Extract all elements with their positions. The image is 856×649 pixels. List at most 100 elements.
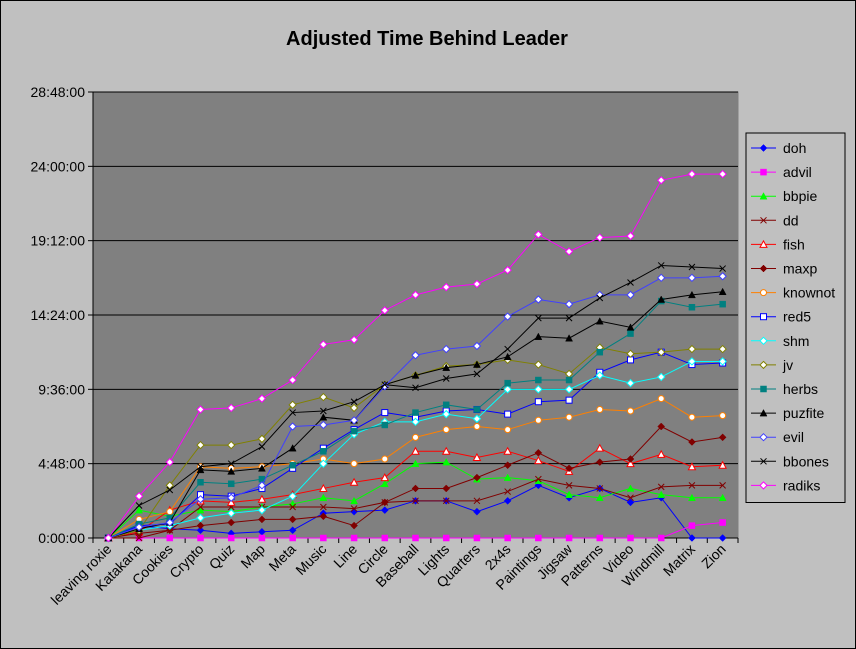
legend-label: knownot [783, 285, 835, 301]
data-point [687, 344, 697, 354]
data-point [227, 493, 236, 502]
data-point [719, 300, 726, 308]
data-point [473, 534, 481, 542]
data-point [718, 357, 727, 366]
legend-marker [759, 192, 768, 200]
data-point [227, 403, 236, 413]
data-point [473, 423, 481, 430]
data-point [381, 409, 389, 417]
data-point [595, 458, 604, 466]
data-point [442, 344, 451, 354]
data-point [411, 290, 420, 300]
legend-label: maxp [783, 261, 817, 277]
data-point [503, 312, 512, 321]
data-point [289, 534, 296, 542]
data-point [350, 521, 358, 530]
legend-marker [760, 289, 767, 297]
series-layer [104, 169, 727, 543]
data-point [349, 335, 359, 344]
data-point [657, 347, 666, 357]
data-point [595, 493, 604, 501]
data-point [565, 314, 573, 322]
data-point [380, 498, 389, 507]
y-tick-label: 4:48:00 [38, 456, 85, 472]
data-point [595, 317, 604, 325]
data-point [626, 484, 635, 492]
data-point [197, 534, 204, 542]
data-point [411, 459, 420, 467]
legend-marker [759, 432, 768, 442]
data-point [718, 169, 727, 179]
data-point [688, 481, 696, 489]
legend-entry: bbones [751, 453, 829, 469]
data-point [442, 484, 451, 493]
data-point [350, 534, 358, 542]
data-point [442, 282, 451, 292]
data-point [719, 265, 726, 272]
data-point [258, 464, 266, 472]
data-point [473, 406, 481, 413]
data-point [718, 272, 727, 281]
legend-marker [760, 385, 767, 393]
legend-label: dd [783, 212, 799, 228]
data-point [289, 409, 296, 416]
data-point [565, 413, 573, 421]
data-point [412, 384, 419, 392]
data-point [165, 526, 174, 535]
legend-label: bbones [783, 453, 829, 469]
data-point [165, 457, 174, 467]
data-point [534, 448, 543, 457]
data-point [503, 473, 512, 481]
data-point [319, 392, 328, 402]
data-point [657, 490, 666, 498]
legend-label: radiks [783, 477, 820, 493]
data-point [319, 493, 328, 501]
y-tick-label: 0:00:00 [38, 530, 85, 546]
data-point [626, 349, 635, 358]
data-point [319, 413, 328, 421]
data-point [472, 452, 482, 461]
data-point [350, 427, 358, 435]
data-point [319, 483, 328, 492]
data-point [504, 410, 512, 418]
legend-label: jv [782, 357, 793, 373]
data-point [442, 534, 450, 542]
data-point [196, 521, 205, 530]
data-point [534, 360, 543, 369]
data-point [688, 534, 696, 542]
data-point [626, 323, 635, 331]
legend-entry: herbs [751, 381, 818, 397]
data-point [197, 463, 204, 471]
data-point [688, 413, 696, 421]
data-point [656, 449, 666, 458]
data-point [412, 409, 419, 416]
data-point [718, 493, 727, 501]
data-point [596, 485, 604, 492]
legend-entry: advil [751, 164, 812, 180]
data-point [534, 295, 543, 304]
data-point [473, 360, 481, 368]
data-point [442, 375, 450, 382]
data-point [595, 233, 604, 242]
legend-marker [759, 336, 768, 346]
legend-entry: knownot [751, 285, 835, 301]
legend-entry: radiks [751, 477, 820, 493]
legend-marker [759, 360, 768, 370]
data-point [381, 421, 389, 429]
y-tick-label: 19:12:00 [31, 233, 86, 249]
data-point [596, 534, 604, 542]
legend-label: herbs [783, 381, 818, 397]
data-point [657, 262, 665, 269]
data-point [688, 493, 696, 501]
data-point [412, 534, 419, 542]
data-point [503, 446, 512, 455]
data-point [319, 512, 328, 521]
data-point [288, 515, 297, 524]
data-point [411, 417, 420, 427]
data-point [411, 446, 420, 455]
data-point [258, 443, 266, 450]
data-point [196, 513, 205, 523]
legend: doh advil bbpie dd fish maxp knownot red5 shm jv h… [745, 132, 846, 503]
data-point [288, 526, 297, 535]
data-point [503, 461, 512, 470]
